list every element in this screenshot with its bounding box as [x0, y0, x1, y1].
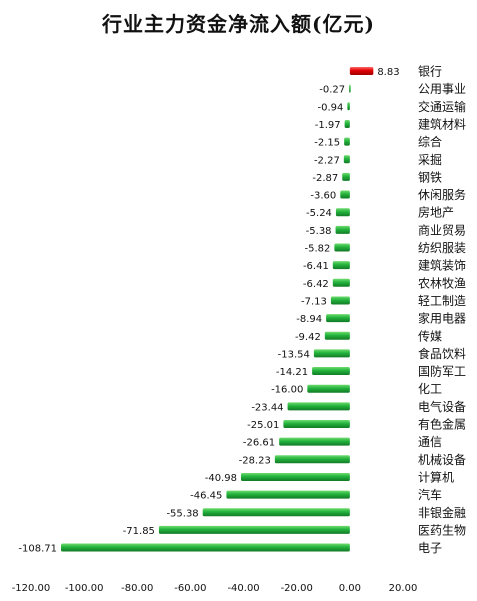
category-label: 综合	[418, 134, 442, 149]
x-tick-label: -100.00	[65, 583, 104, 594]
bar-机械设备	[274, 455, 350, 464]
value-label: -108.71	[18, 544, 57, 555]
category-label: 钢铁	[418, 170, 442, 184]
category-label: 房地产	[418, 205, 454, 220]
value-label: -3.60	[310, 191, 336, 202]
bar-电子	[61, 543, 350, 552]
category-label: 纺织服装	[418, 241, 466, 255]
bar-通信	[279, 437, 350, 446]
category-label: 家用电器	[418, 311, 466, 326]
bar-轻工制造	[330, 296, 350, 305]
bar-化工	[307, 384, 350, 393]
bar-医药生物	[158, 525, 350, 534]
category-label: 电气设备	[418, 399, 466, 414]
value-label: -2.27	[314, 155, 340, 166]
value-label: -55.38	[166, 508, 198, 519]
category-label: 采掘	[418, 152, 442, 167]
value-label: -6.42	[303, 279, 329, 290]
category-label: 有色金属	[418, 417, 466, 432]
category-label: 通信	[418, 435, 442, 449]
bar-计算机	[240, 472, 350, 481]
bar-建筑装饰	[332, 261, 350, 270]
category-label: 公用事业	[418, 82, 466, 96]
value-label: -40.98	[205, 473, 237, 484]
bar-纺织服装	[334, 243, 350, 252]
category-label: 机械设备	[418, 452, 466, 467]
bar-银行	[349, 67, 374, 75]
bar-采掘	[343, 155, 350, 164]
bar-电气设备	[287, 402, 350, 411]
x-tick-label: 20.00	[389, 583, 418, 594]
x-tick-label: -60.00	[174, 583, 206, 594]
category-label: 传媒	[418, 328, 442, 343]
value-label: -13.54	[278, 349, 310, 360]
value-label: -2.15	[314, 138, 340, 149]
category-label: 交通运输	[418, 99, 466, 114]
category-label: 银行	[418, 65, 442, 79]
value-label: -8.94	[296, 314, 322, 325]
bar-非银金融	[202, 508, 350, 517]
category-label: 汽车	[418, 487, 442, 502]
bar-家用电器	[326, 314, 350, 323]
value-label: -23.44	[251, 402, 283, 413]
value-label: -6.41	[303, 261, 329, 272]
category-label: 休闲服务	[418, 187, 466, 202]
bar-农林牧渔	[332, 278, 350, 287]
bar-交通运输	[347, 102, 350, 111]
x-tick-label: -120.00	[12, 583, 51, 594]
category-label: 国防军工	[418, 364, 466, 379]
bar-传媒	[324, 331, 350, 340]
category-label: 医药生物	[418, 523, 466, 537]
category-label: 非银金融	[418, 505, 466, 520]
value-label: -5.38	[306, 226, 332, 237]
value-label: -26.61	[243, 438, 275, 449]
x-tick-label: 0.00	[339, 583, 361, 594]
category-label: 建筑材料	[418, 116, 466, 131]
bar-食品饮料	[313, 349, 350, 358]
value-label: -1.97	[315, 120, 341, 131]
category-label: 农林牧渔	[418, 276, 466, 290]
value-label: -16.00	[271, 385, 303, 396]
value-label: -71.85	[123, 526, 155, 537]
category-label: 轻工制造	[418, 294, 466, 308]
bar-钢铁	[342, 172, 350, 181]
value-label: -9.42	[295, 332, 321, 343]
bar-休闲服务	[340, 190, 350, 199]
category-label: 电子	[418, 541, 442, 555]
value-label: -5.82	[305, 244, 331, 255]
bar-商业贸易	[335, 225, 350, 234]
value-label: -2.87	[312, 173, 338, 184]
bar-综合	[344, 137, 350, 146]
value-label: -7.13	[301, 296, 327, 307]
value-label: -25.01	[247, 420, 279, 431]
category-label: 商业贸易	[418, 222, 466, 237]
bar-建筑材料	[344, 119, 350, 128]
bar-房地产	[335, 208, 350, 217]
category-label: 化工	[418, 382, 442, 396]
x-tick-label: -20.00	[281, 583, 313, 594]
bar-汽车	[226, 490, 350, 499]
chart-title: 行业主力资金净流入额(亿元)	[102, 12, 375, 36]
value-label: -5.24	[306, 208, 332, 219]
value-label: -46.45	[190, 491, 222, 502]
bar-公用事业	[349, 84, 351, 93]
category-label: 食品饮料	[418, 346, 466, 361]
x-tick-label: -80.00	[121, 583, 153, 594]
value-label: -0.27	[319, 85, 345, 96]
value-label: 8.83	[377, 67, 399, 78]
bar-有色金属	[283, 420, 350, 428]
category-label: 计算机	[418, 469, 454, 484]
value-label: -0.94	[317, 102, 343, 113]
value-label: -28.23	[239, 455, 271, 466]
value-label: -14.21	[276, 367, 308, 378]
x-tick-label: -40.00	[227, 583, 259, 594]
bar-国防军工	[312, 367, 350, 376]
category-label: 建筑装饰	[418, 258, 466, 273]
